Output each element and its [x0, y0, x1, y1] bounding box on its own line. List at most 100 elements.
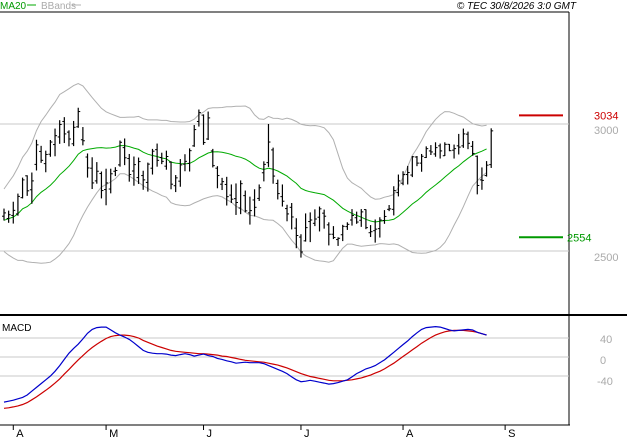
price-bar	[387, 205, 392, 212]
x-axis-month-label: J	[304, 428, 310, 440]
macd-tick-label-0: 0	[600, 355, 606, 367]
x-axis-month-label: S	[508, 428, 515, 440]
price-bar	[433, 142, 438, 157]
price-bar	[6, 210, 11, 223]
price-bar	[34, 139, 39, 171]
price-bar	[164, 150, 169, 170]
price-bar	[39, 145, 44, 163]
macd-signal-line	[3, 329, 487, 409]
price-bar	[29, 172, 34, 204]
bbands-lines	[3, 83, 487, 264]
price-bar	[80, 127, 85, 146]
price-bar	[122, 138, 127, 166]
x-axis-month-label: A	[16, 428, 24, 440]
price-bar	[452, 144, 457, 159]
price-bar	[419, 153, 424, 172]
price-bar	[322, 209, 327, 229]
price-bar	[461, 128, 466, 148]
price-bar	[466, 131, 470, 150]
price-bar	[391, 186, 396, 216]
resistance-level-label: 3034	[594, 110, 618, 122]
price-bar	[224, 176, 229, 206]
price-bar	[359, 209, 364, 227]
price-bar	[294, 218, 299, 249]
copyright-text: © TEC 30/8/2026 3:0 GMT	[457, 1, 577, 12]
price-bar	[303, 213, 308, 242]
price-bar	[71, 120, 76, 147]
price-bar	[57, 120, 62, 144]
price-bar	[410, 156, 415, 178]
macd-line	[3, 325, 487, 403]
price-bar	[285, 204, 290, 222]
price-bar	[442, 142, 447, 157]
price-bar	[76, 107, 81, 128]
price-bar	[317, 206, 322, 232]
macd-lines	[3, 325, 487, 409]
price-bar	[308, 212, 313, 243]
price-bar	[243, 190, 248, 213]
price-bar	[178, 159, 183, 187]
price-bar	[215, 166, 220, 189]
price-bar	[414, 156, 419, 167]
bbands-upper-line	[3, 83, 487, 200]
price-bars	[2, 107, 494, 258]
price-bar	[192, 125, 197, 147]
price-bar	[484, 161, 489, 177]
price-bar	[470, 141, 475, 156]
price-bar	[196, 109, 201, 127]
price-panel: 3000 2500 3034 2554	[0, 11, 627, 425]
price-bar	[354, 211, 359, 224]
price-bar	[382, 210, 387, 224]
legend-ma20-label: MA20	[0, 1, 27, 12]
bbands-lower-line	[3, 172, 487, 264]
price-bar	[62, 117, 67, 144]
price-bar	[489, 128, 494, 168]
macd-tick-label-minus40: -40	[597, 376, 613, 388]
macd-panel: MACD 40 0 -40	[0, 323, 613, 409]
price-bar	[220, 177, 225, 191]
price-bar	[20, 177, 25, 199]
price-bar	[424, 146, 429, 159]
price-bar	[118, 140, 122, 167]
price-bar	[2, 208, 6, 221]
price-bar	[145, 162, 150, 192]
price-bar	[53, 128, 58, 157]
price-bar	[127, 153, 132, 182]
price-bar	[131, 156, 136, 186]
price-bar	[173, 175, 178, 193]
price-bar	[99, 171, 104, 199]
price-bar	[48, 140, 53, 157]
price-bar	[113, 167, 118, 177]
legend-bbands-label: BBands	[41, 1, 76, 12]
price-bar	[261, 161, 266, 182]
price-tick-label-3000: 3000	[594, 125, 618, 137]
x-axis-month-label: J	[207, 428, 213, 440]
price-bar	[368, 225, 373, 238]
price-bar	[298, 234, 303, 258]
price-bar	[280, 184, 285, 207]
price-bar	[108, 168, 113, 194]
price-bar	[275, 179, 280, 200]
price-bar	[428, 145, 433, 155]
price-bar	[401, 171, 406, 186]
macd-tick-label-40: 40	[600, 334, 612, 346]
price-bar	[396, 174, 401, 197]
price-bar	[405, 165, 410, 185]
price-bar	[238, 180, 243, 215]
price-bar	[377, 217, 382, 238]
price-bar	[11, 201, 16, 224]
price-bar	[210, 148, 215, 168]
price-bar	[159, 152, 164, 165]
price-bar	[289, 202, 294, 230]
price-bar	[312, 209, 317, 227]
price-bar	[363, 209, 368, 230]
price-bar	[90, 157, 95, 190]
price-bar	[182, 154, 187, 172]
price-bar	[252, 189, 257, 217]
price-bar	[336, 237, 341, 246]
price-bar	[169, 161, 174, 190]
price-bar	[271, 147, 276, 184]
price-bar	[141, 170, 146, 190]
